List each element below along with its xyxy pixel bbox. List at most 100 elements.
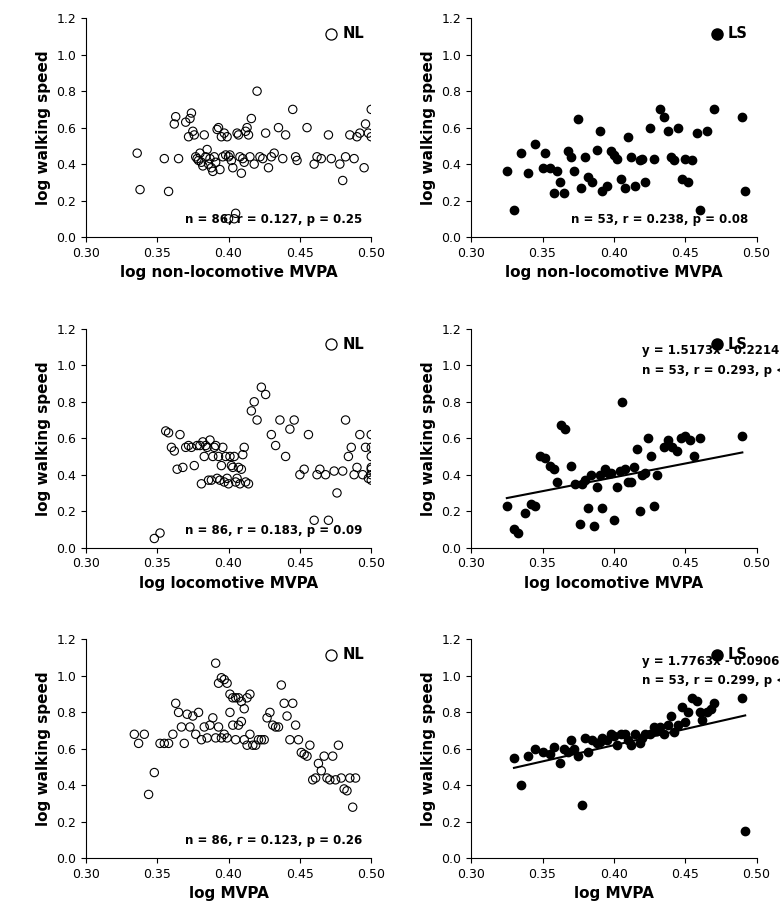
Point bbox=[243, 128, 255, 142]
Point bbox=[639, 466, 651, 480]
Point bbox=[243, 150, 256, 164]
Point bbox=[176, 719, 188, 734]
Text: n = 86, r = 0.183, p = 0.09: n = 86, r = 0.183, p = 0.09 bbox=[186, 524, 363, 537]
Point bbox=[346, 800, 359, 814]
Point bbox=[625, 738, 637, 752]
Point bbox=[214, 163, 226, 177]
Point bbox=[629, 179, 641, 194]
Point bbox=[169, 696, 182, 710]
Point bbox=[292, 732, 305, 747]
Point bbox=[700, 124, 713, 139]
Point bbox=[562, 745, 574, 760]
Point bbox=[291, 153, 303, 168]
Point bbox=[308, 513, 321, 528]
Point bbox=[289, 150, 302, 164]
Point bbox=[601, 732, 613, 747]
Point bbox=[212, 121, 225, 135]
Point bbox=[219, 148, 232, 163]
Point bbox=[228, 212, 240, 226]
Y-axis label: log walking speed: log walking speed bbox=[421, 672, 436, 826]
Point bbox=[579, 150, 591, 164]
Point bbox=[191, 152, 204, 166]
Point bbox=[611, 152, 623, 166]
Point bbox=[198, 128, 211, 142]
Point bbox=[168, 117, 180, 131]
Point bbox=[572, 111, 584, 126]
Point bbox=[208, 150, 221, 164]
Point bbox=[162, 736, 175, 750]
Point bbox=[665, 708, 677, 723]
Point bbox=[211, 122, 223, 137]
X-axis label: log non-locomotive MVPA: log non-locomotive MVPA bbox=[119, 266, 337, 280]
Point bbox=[334, 157, 346, 172]
Point bbox=[642, 431, 654, 446]
Point bbox=[204, 152, 216, 166]
Point bbox=[215, 458, 228, 473]
Point bbox=[234, 477, 246, 491]
Point bbox=[190, 150, 202, 164]
Point bbox=[218, 672, 230, 687]
Point bbox=[365, 130, 378, 144]
Point bbox=[229, 475, 242, 489]
Point bbox=[696, 712, 708, 727]
Point bbox=[539, 451, 551, 466]
Y-axis label: log walking speed: log walking speed bbox=[36, 361, 51, 516]
Point bbox=[508, 522, 520, 537]
Point bbox=[636, 152, 649, 166]
Point bbox=[585, 467, 597, 482]
Point bbox=[231, 126, 243, 141]
Point bbox=[365, 467, 378, 482]
Point bbox=[307, 772, 319, 787]
Point bbox=[204, 718, 216, 732]
Point bbox=[200, 438, 212, 453]
Point bbox=[128, 727, 140, 741]
Point bbox=[365, 473, 378, 488]
Point bbox=[658, 440, 670, 455]
Point bbox=[611, 480, 623, 495]
Point bbox=[539, 146, 551, 161]
Point bbox=[131, 146, 144, 161]
Point bbox=[202, 473, 215, 488]
Point bbox=[613, 464, 626, 478]
Point bbox=[205, 473, 218, 488]
Point bbox=[224, 449, 236, 464]
Point bbox=[365, 440, 378, 455]
Point bbox=[707, 102, 720, 117]
Point bbox=[289, 718, 302, 732]
Point bbox=[243, 727, 256, 741]
Point bbox=[222, 477, 235, 491]
X-axis label: log locomotive MVPA: log locomotive MVPA bbox=[139, 576, 318, 591]
Point bbox=[501, 164, 513, 179]
Point bbox=[519, 506, 532, 520]
Point bbox=[639, 175, 651, 190]
Point bbox=[219, 449, 232, 464]
Point bbox=[224, 148, 236, 163]
Point bbox=[260, 126, 272, 141]
Point bbox=[275, 677, 288, 692]
Point bbox=[241, 690, 254, 705]
Y-axis label: log walking speed: log walking speed bbox=[421, 361, 436, 516]
Point bbox=[335, 771, 348, 785]
Point bbox=[537, 161, 549, 175]
Point bbox=[544, 458, 556, 473]
Text: NL: NL bbox=[342, 647, 364, 662]
Point bbox=[596, 184, 608, 199]
Point bbox=[193, 153, 205, 168]
Point bbox=[207, 164, 219, 179]
Point bbox=[579, 473, 591, 488]
Point bbox=[310, 150, 323, 164]
Point bbox=[235, 166, 247, 181]
Point bbox=[582, 500, 594, 515]
Point bbox=[622, 732, 634, 747]
Point bbox=[619, 727, 632, 741]
Point bbox=[179, 115, 192, 130]
Point bbox=[682, 705, 694, 719]
Point bbox=[644, 121, 656, 135]
Point bbox=[148, 765, 161, 780]
Point bbox=[625, 150, 637, 164]
Point bbox=[349, 771, 362, 785]
Point bbox=[515, 778, 527, 792]
Point bbox=[587, 519, 600, 533]
Point bbox=[342, 449, 355, 464]
Point bbox=[185, 106, 197, 121]
